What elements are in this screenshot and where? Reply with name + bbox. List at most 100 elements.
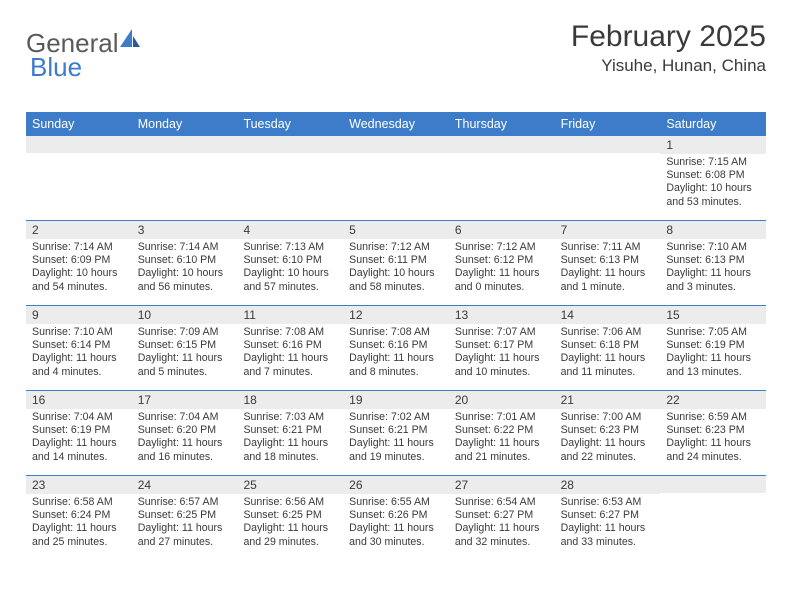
day-cell: 28Sunrise: 6:53 AMSunset: 6:27 PMDayligh… [555,476,661,560]
day-cell: 10Sunrise: 7:09 AMSunset: 6:15 PMDayligh… [132,306,238,390]
day-number [132,136,238,153]
sunrise-text: Sunrise: 7:10 AM [666,241,760,254]
sunrise-text: Sunrise: 6:57 AM [138,496,232,509]
day-details: Sunrise: 7:12 AMSunset: 6:12 PMDaylight:… [449,239,555,298]
sunset-text: Sunset: 6:26 PM [349,509,443,522]
day-cell [26,136,132,220]
day-number: 1 [660,136,766,154]
day-number: 9 [26,306,132,324]
sunrise-text: Sunrise: 7:14 AM [138,241,232,254]
day-details: Sunrise: 7:09 AMSunset: 6:15 PMDaylight:… [132,324,238,383]
day-cell [343,136,449,220]
page-header: General February 2025 Yisuhe, Hunan, Chi… [26,20,766,76]
sunrise-text: Sunrise: 7:13 AM [243,241,337,254]
day-details: Sunrise: 7:04 AMSunset: 6:19 PMDaylight:… [26,409,132,468]
day-details [132,153,238,159]
daylight-text: Daylight: 11 hours and 27 minutes. [138,522,232,548]
sunset-text: Sunset: 6:18 PM [561,339,655,352]
day-details: Sunrise: 7:06 AMSunset: 6:18 PMDaylight:… [555,324,661,383]
daylight-text: Daylight: 11 hours and 25 minutes. [32,522,126,548]
sunset-text: Sunset: 6:13 PM [666,254,760,267]
day-details: Sunrise: 7:13 AMSunset: 6:10 PMDaylight:… [237,239,343,298]
day-details: Sunrise: 6:55 AMSunset: 6:26 PMDaylight:… [343,494,449,553]
day-cell: 26Sunrise: 6:55 AMSunset: 6:26 PMDayligh… [343,476,449,560]
day-details: Sunrise: 7:14 AMSunset: 6:10 PMDaylight:… [132,239,238,298]
day-details [660,493,766,499]
dow-wednesday: Wednesday [343,112,449,136]
daylight-text: Daylight: 11 hours and 32 minutes. [455,522,549,548]
day-number [449,136,555,153]
sunrise-text: Sunrise: 7:15 AM [666,156,760,169]
daylight-text: Daylight: 11 hours and 11 minutes. [561,352,655,378]
sunset-text: Sunset: 6:25 PM [138,509,232,522]
day-cell: 21Sunrise: 7:00 AMSunset: 6:23 PMDayligh… [555,391,661,475]
day-number: 26 [343,476,449,494]
sunrise-text: Sunrise: 7:06 AM [561,326,655,339]
title-block: February 2025 Yisuhe, Hunan, China [571,20,766,76]
day-cell: 17Sunrise: 7:04 AMSunset: 6:20 PMDayligh… [132,391,238,475]
day-cell [449,136,555,220]
day-cell: 1Sunrise: 7:15 AMSunset: 6:08 PMDaylight… [660,136,766,220]
week-row: 16Sunrise: 7:04 AMSunset: 6:19 PMDayligh… [26,391,766,476]
day-details: Sunrise: 7:02 AMSunset: 6:21 PMDaylight:… [343,409,449,468]
sunset-text: Sunset: 6:15 PM [138,339,232,352]
day-details: Sunrise: 7:03 AMSunset: 6:21 PMDaylight:… [237,409,343,468]
day-number: 17 [132,391,238,409]
daylight-text: Daylight: 11 hours and 33 minutes. [561,522,655,548]
sunset-text: Sunset: 6:19 PM [32,424,126,437]
sunset-text: Sunset: 6:10 PM [243,254,337,267]
day-cell: 23Sunrise: 6:58 AMSunset: 6:24 PMDayligh… [26,476,132,560]
sunrise-text: Sunrise: 7:12 AM [349,241,443,254]
day-details: Sunrise: 7:12 AMSunset: 6:11 PMDaylight:… [343,239,449,298]
dow-sunday: Sunday [26,112,132,136]
day-details: Sunrise: 6:53 AMSunset: 6:27 PMDaylight:… [555,494,661,553]
sunrise-text: Sunrise: 6:54 AM [455,496,549,509]
sunset-text: Sunset: 6:27 PM [455,509,549,522]
day-details: Sunrise: 7:14 AMSunset: 6:09 PMDaylight:… [26,239,132,298]
month-title: February 2025 [571,20,766,54]
dow-thursday: Thursday [449,112,555,136]
sunrise-text: Sunrise: 6:56 AM [243,496,337,509]
sunset-text: Sunset: 6:08 PM [666,169,760,182]
sunrise-text: Sunrise: 6:55 AM [349,496,443,509]
sunrise-text: Sunrise: 7:14 AM [32,241,126,254]
day-details: Sunrise: 7:00 AMSunset: 6:23 PMDaylight:… [555,409,661,468]
week-row: 9Sunrise: 7:10 AMSunset: 6:14 PMDaylight… [26,306,766,391]
day-cell: 20Sunrise: 7:01 AMSunset: 6:22 PMDayligh… [449,391,555,475]
day-cell: 5Sunrise: 7:12 AMSunset: 6:11 PMDaylight… [343,221,449,305]
day-number: 22 [660,391,766,409]
day-details: Sunrise: 7:08 AMSunset: 6:16 PMDaylight:… [237,324,343,383]
day-number: 2 [26,221,132,239]
sunset-text: Sunset: 6:21 PM [349,424,443,437]
day-cell: 8Sunrise: 7:10 AMSunset: 6:13 PMDaylight… [660,221,766,305]
day-details: Sunrise: 7:08 AMSunset: 6:16 PMDaylight:… [343,324,449,383]
daylight-text: Daylight: 11 hours and 4 minutes. [32,352,126,378]
daylight-text: Daylight: 11 hours and 30 minutes. [349,522,443,548]
day-number: 14 [555,306,661,324]
dow-friday: Friday [555,112,661,136]
day-number: 18 [237,391,343,409]
sunrise-text: Sunrise: 7:12 AM [455,241,549,254]
sunrise-text: Sunrise: 6:59 AM [666,411,760,424]
day-number: 20 [449,391,555,409]
day-number [237,136,343,153]
daylight-text: Daylight: 10 hours and 57 minutes. [243,267,337,293]
day-number [660,476,766,493]
day-number: 3 [132,221,238,239]
day-of-week-header: SundayMondayTuesdayWednesdayThursdayFrid… [26,112,766,136]
daylight-text: Daylight: 11 hours and 14 minutes. [32,437,126,463]
day-number: 5 [343,221,449,239]
day-details [343,153,449,159]
sunset-text: Sunset: 6:21 PM [243,424,337,437]
day-details: Sunrise: 6:56 AMSunset: 6:25 PMDaylight:… [237,494,343,553]
sunrise-text: Sunrise: 7:03 AM [243,411,337,424]
calendar-grid: SundayMondayTuesdayWednesdayThursdayFrid… [26,112,766,560]
sunrise-text: Sunrise: 7:11 AM [561,241,655,254]
day-number: 11 [237,306,343,324]
day-details: Sunrise: 6:54 AMSunset: 6:27 PMDaylight:… [449,494,555,553]
sunrise-text: Sunrise: 7:00 AM [561,411,655,424]
day-cell: 14Sunrise: 7:06 AMSunset: 6:18 PMDayligh… [555,306,661,390]
daylight-text: Daylight: 10 hours and 54 minutes. [32,267,126,293]
sunset-text: Sunset: 6:14 PM [32,339,126,352]
daylight-text: Daylight: 10 hours and 58 minutes. [349,267,443,293]
